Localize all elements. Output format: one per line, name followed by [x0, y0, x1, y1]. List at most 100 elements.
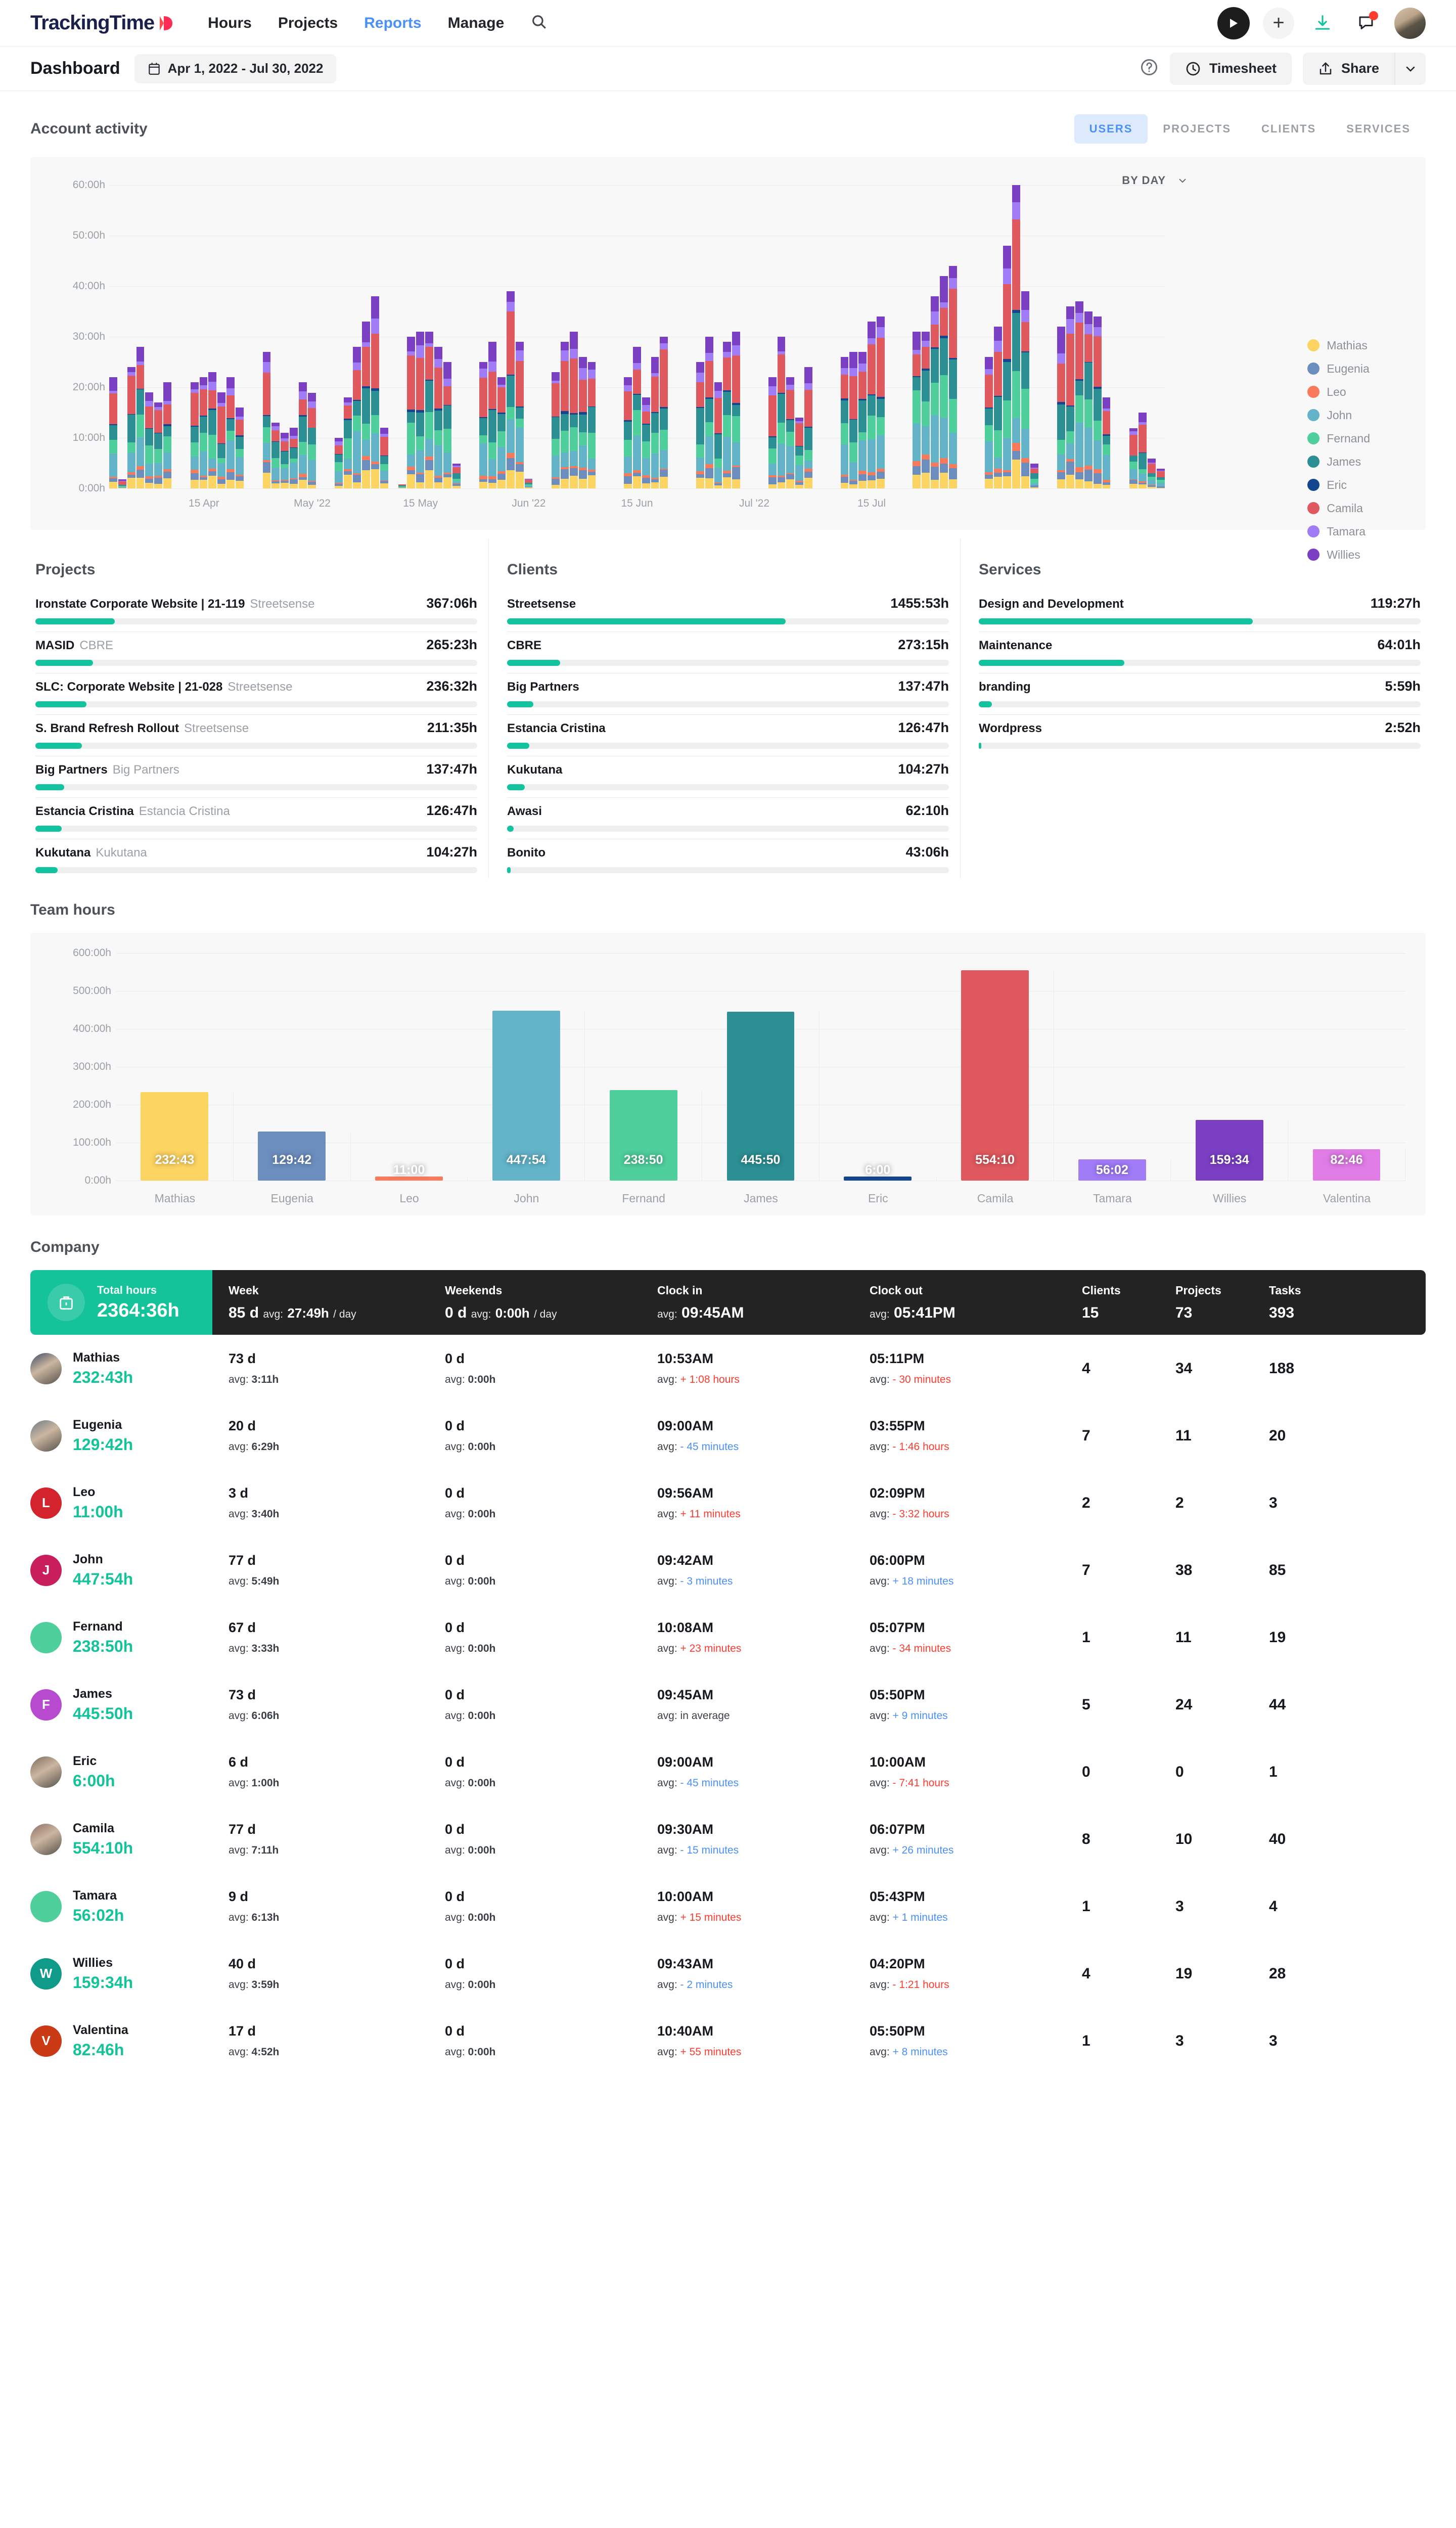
team-bar[interactable]: 447:54	[492, 1011, 560, 1181]
list-item[interactable]: Estancia Cristina 126:47h	[507, 720, 949, 761]
stacked-bar[interactable]	[985, 357, 993, 488]
stacked-bar[interactable]	[515, 342, 524, 488]
stacked-bar[interactable]	[732, 332, 741, 488]
stacked-bar[interactable]	[1156, 469, 1165, 488]
download-icon[interactable]	[1307, 8, 1338, 38]
stacked-bar[interactable]	[1102, 397, 1111, 488]
stacked-bar[interactable]	[642, 397, 650, 488]
stacked-bar[interactable]	[913, 332, 921, 488]
avatar[interactable]	[30, 1823, 62, 1855]
date-range-picker[interactable]: Apr 1, 2022 - Jul 30, 2022	[134, 54, 337, 83]
stacked-bar[interactable]	[407, 337, 416, 488]
list-item[interactable]: Kukutana 104:27h	[507, 761, 949, 803]
table-row[interactable]: Eric 6:00h 6 d avg: 1:00h 0 d avg: 0:00h 09:00…	[30, 1738, 1426, 1805]
stacked-bar[interactable]	[1147, 458, 1156, 488]
stacked-bar[interactable]	[163, 382, 172, 488]
stacked-bar[interactable]	[1003, 246, 1011, 488]
table-row[interactable]: V Valentina 82:46h 17 d avg: 4:52h 0 d avg: 0:…	[30, 2007, 1426, 2074]
stacked-bar[interactable]	[1084, 311, 1093, 488]
stacked-bar[interactable]	[1012, 185, 1020, 488]
stacked-bar[interactable]	[118, 479, 126, 488]
stacked-bar[interactable]	[877, 317, 885, 488]
stacked-bar[interactable]	[948, 266, 957, 488]
stacked-bar[interactable]	[849, 352, 858, 488]
stacked-bar[interactable]	[136, 347, 145, 488]
stacked-bar[interactable]	[569, 332, 578, 488]
stacked-bar[interactable]	[497, 377, 506, 488]
list-item[interactable]: SLC: Corporate Website | 21-028 Streetsen…	[35, 679, 477, 720]
stacked-bar[interactable]	[840, 357, 849, 488]
stacked-bar[interactable]	[723, 342, 732, 488]
list-item[interactable]: Streetsense 1455:53h	[507, 596, 949, 637]
list-item[interactable]: Kukutana Kukutana 104:27h	[35, 844, 477, 878]
stacked-bar[interactable]	[307, 392, 316, 488]
stacked-bar[interactable]	[434, 347, 442, 488]
stacked-bar[interactable]	[560, 342, 569, 488]
avatar[interactable]	[30, 1420, 62, 1452]
stacked-bar[interactable]	[651, 357, 659, 488]
stacked-bar[interactable]	[344, 397, 352, 488]
legend-item-leo[interactable]: Leo	[1307, 380, 1370, 403]
table-row[interactable]: F James 445:50h 73 d avg: 6:06h 0 d avg: 0:00h…	[30, 1671, 1426, 1738]
stacked-bar[interactable]	[795, 418, 804, 488]
stacked-bar[interactable]	[705, 337, 713, 488]
legend-item-mathias[interactable]: Mathias	[1307, 334, 1370, 357]
stacked-bar[interactable]	[398, 484, 406, 488]
stacked-bar[interactable]	[299, 382, 307, 488]
timesheet-button[interactable]: Timesheet	[1169, 52, 1292, 85]
stacked-bar[interactable]	[271, 423, 280, 488]
list-item[interactable]: S. Brand Refresh Rollout Streetsense 211:3…	[35, 720, 477, 761]
stacked-bar[interactable]	[777, 337, 786, 488]
stacked-bar[interactable]	[236, 408, 244, 488]
stacked-bar[interactable]	[587, 362, 596, 488]
avatar[interactable]: L	[30, 1487, 62, 1519]
stacked-bar[interactable]	[145, 392, 154, 488]
user-avatar[interactable]	[1394, 7, 1426, 39]
team-bar[interactable]: 129:42	[258, 1131, 326, 1181]
list-item[interactable]: Design and Development 119:27h	[979, 596, 1421, 637]
list-item[interactable]: Ironstate Corporate Website | 21-119 Stre…	[35, 596, 477, 637]
avatar[interactable]: F	[30, 1689, 62, 1721]
list-item[interactable]: Maintenance 64:01h	[979, 637, 1421, 679]
stacked-bar[interactable]	[1075, 301, 1083, 488]
stacked-bar[interactable]	[868, 322, 876, 488]
team-bar[interactable]: 554:10	[961, 970, 1029, 1181]
stacked-bar[interactable]	[931, 296, 939, 488]
stacked-bar[interactable]	[1057, 327, 1066, 488]
stacked-bar[interactable]	[922, 332, 930, 488]
stacked-bar[interactable]	[335, 438, 343, 488]
list-item[interactable]: Estancia Cristina Estancia Cristina 126:47…	[35, 803, 477, 844]
nav-item-hours[interactable]: Hours	[208, 14, 252, 31]
table-row[interactable]: J John 447:54h 77 d avg: 5:49h 0 d avg: 0:00h 0…	[30, 1537, 1426, 1604]
avatar[interactable]: J	[30, 1554, 62, 1586]
avatar[interactable]: V	[30, 2025, 62, 2057]
list-item[interactable]: Big Partners 137:47h	[507, 679, 949, 720]
legend-item-willies[interactable]: Willies	[1307, 543, 1370, 566]
nav-item-projects[interactable]: Projects	[278, 14, 338, 31]
legend-item-camila[interactable]: Camila	[1307, 496, 1370, 520]
stacked-bar[interactable]	[786, 377, 795, 488]
stacked-bar[interactable]	[1093, 317, 1102, 488]
stacked-bar[interactable]	[940, 276, 948, 488]
list-item[interactable]: CBRE 273:15h	[507, 637, 949, 679]
add-button[interactable]: +	[1263, 7, 1294, 39]
search-icon[interactable]	[530, 13, 548, 33]
avatar[interactable]: W	[30, 1958, 62, 1990]
table-row[interactable]: L Leo 11:00h 3 d avg: 3:40h 0 d avg: 0:00h 09:5…	[30, 1469, 1426, 1537]
stacked-bar[interactable]	[154, 402, 163, 488]
start-timer-button[interactable]	[1217, 7, 1250, 39]
stacked-bar[interactable]	[804, 367, 813, 488]
stacked-bar[interactable]	[1021, 291, 1029, 488]
stacked-bar[interactable]	[488, 342, 496, 488]
stacked-bar[interactable]	[660, 337, 668, 488]
stacked-bar[interactable]	[262, 352, 271, 488]
stacked-bar[interactable]	[217, 392, 226, 488]
team-bar[interactable]: 11:00	[375, 1163, 443, 1181]
stacked-bar[interactable]	[858, 352, 867, 488]
stacked-bar[interactable]	[371, 296, 379, 488]
stacked-bar[interactable]	[768, 377, 777, 488]
avatar[interactable]	[30, 1890, 62, 1922]
legend-item-tamara[interactable]: Tamara	[1307, 520, 1370, 543]
tab-clients[interactable]: CLIENTS	[1261, 122, 1316, 135]
avatar[interactable]	[30, 1352, 62, 1384]
